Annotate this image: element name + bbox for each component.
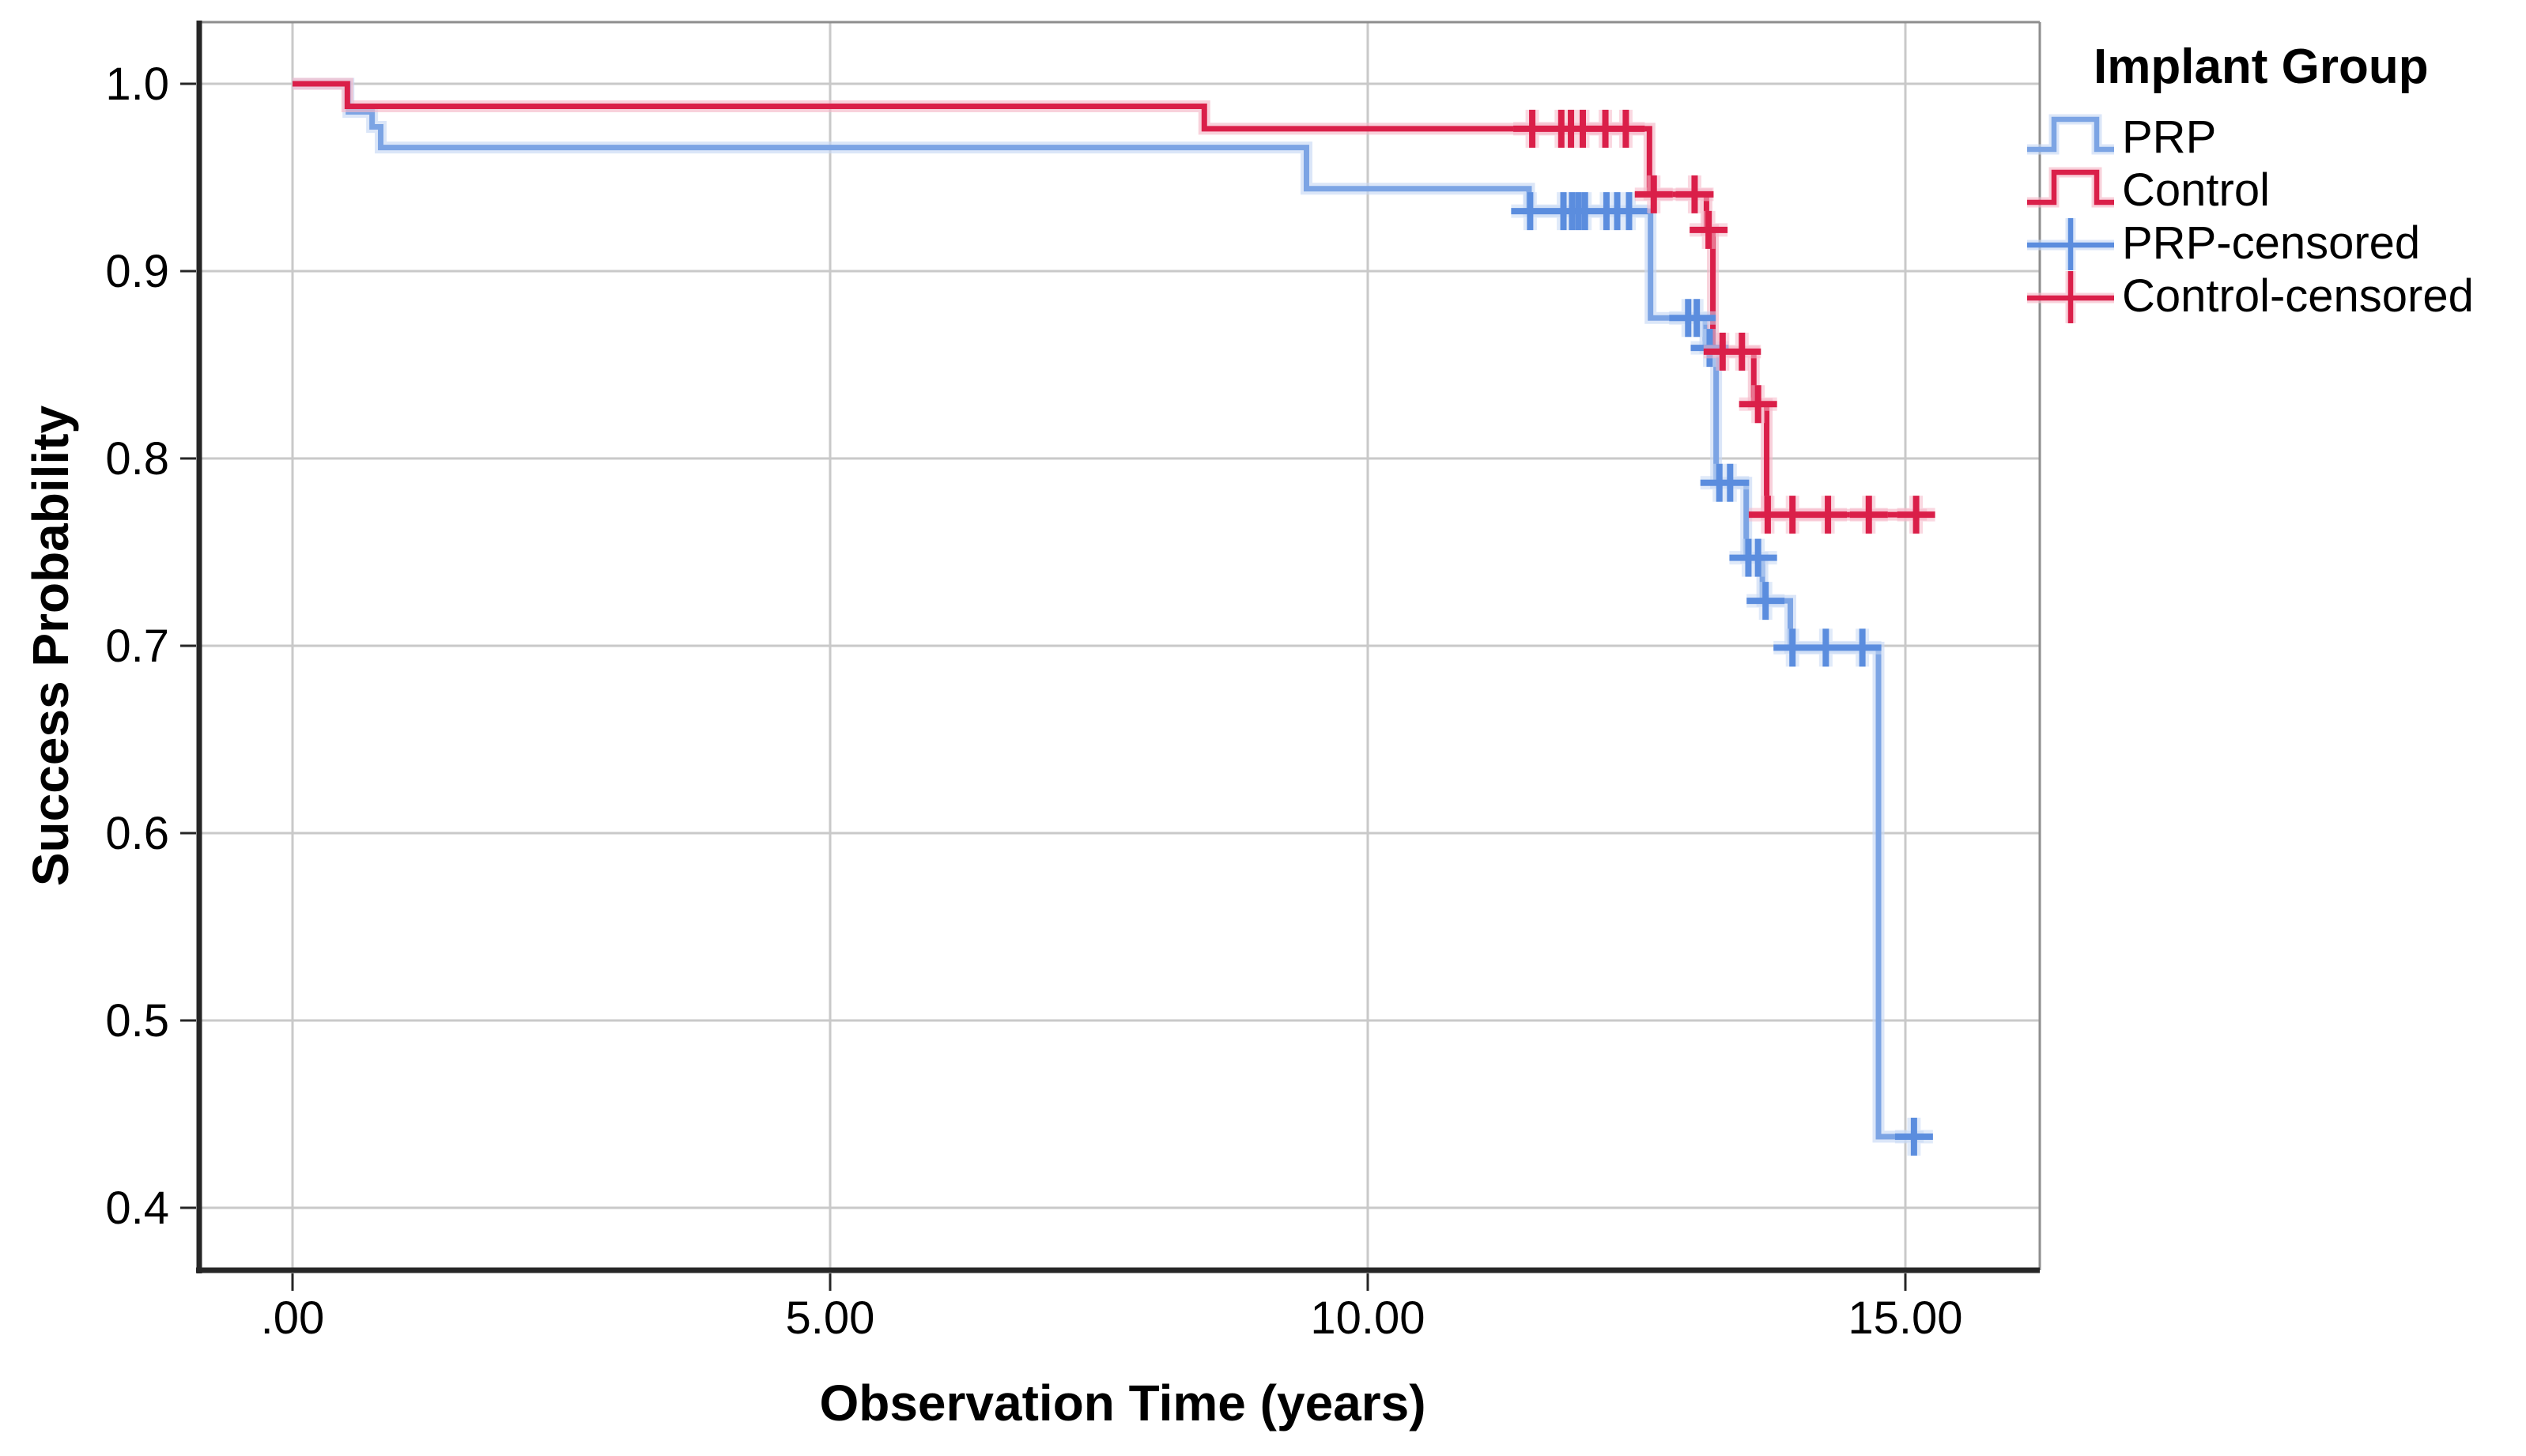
svg-text:0.5: 0.5 bbox=[105, 995, 169, 1047]
prp-step-line-icon bbox=[2027, 114, 2114, 154]
svg-text:5.00: 5.00 bbox=[786, 1292, 875, 1344]
legend-item-prp-censored: PRP-censored bbox=[2026, 217, 2474, 270]
legend: Implant Group PRP Control PRP-censored C… bbox=[2026, 40, 2474, 323]
legend-item-label: PRP-censored bbox=[2122, 217, 2421, 269]
legend-item-label: PRP bbox=[2122, 111, 2217, 163]
control-step-line-icon bbox=[2027, 167, 2114, 207]
svg-text:0.6: 0.6 bbox=[105, 808, 169, 859]
y-axis-title: Success Probability bbox=[22, 405, 79, 887]
svg-text:0.8: 0.8 bbox=[105, 433, 169, 485]
svg-text:1.0: 1.0 bbox=[105, 58, 169, 110]
svg-text:0.9: 0.9 bbox=[105, 246, 169, 297]
legend-item-control: Control bbox=[2026, 164, 2474, 217]
svg-text:10.00: 10.00 bbox=[1310, 1292, 1425, 1344]
svg-text:15.00: 15.00 bbox=[1848, 1292, 1962, 1344]
legend-item-label: Control-censored bbox=[2122, 270, 2474, 322]
svg-text:.00: .00 bbox=[261, 1292, 325, 1344]
svg-text:0.7: 0.7 bbox=[105, 620, 169, 672]
control-censored-plus-icon bbox=[2027, 270, 2114, 323]
svg-text:0.4: 0.4 bbox=[105, 1183, 169, 1234]
legend-item-control-censored: Control-censored bbox=[2026, 270, 2474, 323]
legend-item-prp: PRP bbox=[2026, 111, 2474, 164]
x-axis-title: Observation Time (years) bbox=[819, 1375, 1426, 1431]
prp-censored-plus-icon bbox=[2027, 217, 2114, 270]
legend-item-label: Control bbox=[2122, 164, 2270, 216]
legend-title: Implant Group bbox=[2094, 40, 2429, 94]
